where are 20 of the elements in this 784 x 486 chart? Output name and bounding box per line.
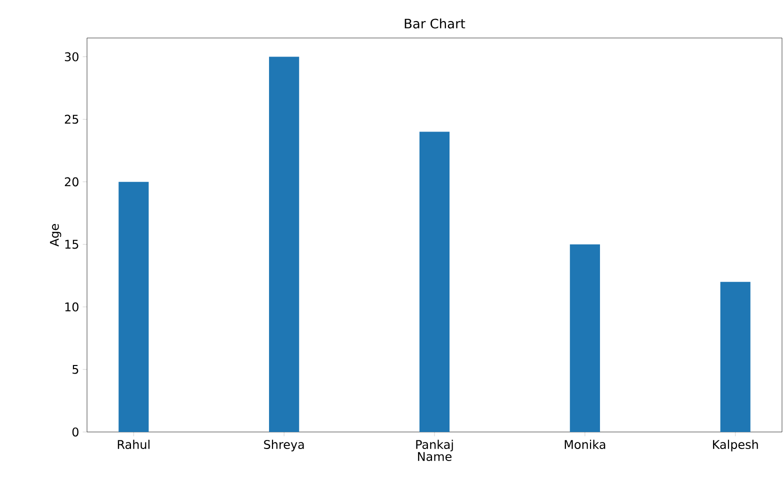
bar [269,56,300,432]
bar [570,244,600,432]
bar [720,282,750,432]
y-tick-label: 5 [72,365,78,374]
x-tick-label: Kalpesh [713,440,758,452]
x-tick-label: Shreya [264,440,304,452]
bar [419,132,450,432]
chart-title: Bar Chart [404,18,466,28]
y-tick-label: 30 [64,52,78,62]
y-axis-title: Age [50,224,62,246]
bar [118,182,149,432]
y-tick-label: 25 [64,114,78,124]
y-tick-label: 20 [64,177,78,186]
x-tick-label: Monika [564,440,606,450]
y-tick-label: 15 [65,240,78,249]
x-axis-title: Name [418,452,452,462]
x-tick-label: Pankaj [416,440,453,452]
y-tick-label: 10 [65,302,78,312]
x-tick-label: Rahul [118,440,150,450]
y-tick-label: 0 [72,427,78,437]
